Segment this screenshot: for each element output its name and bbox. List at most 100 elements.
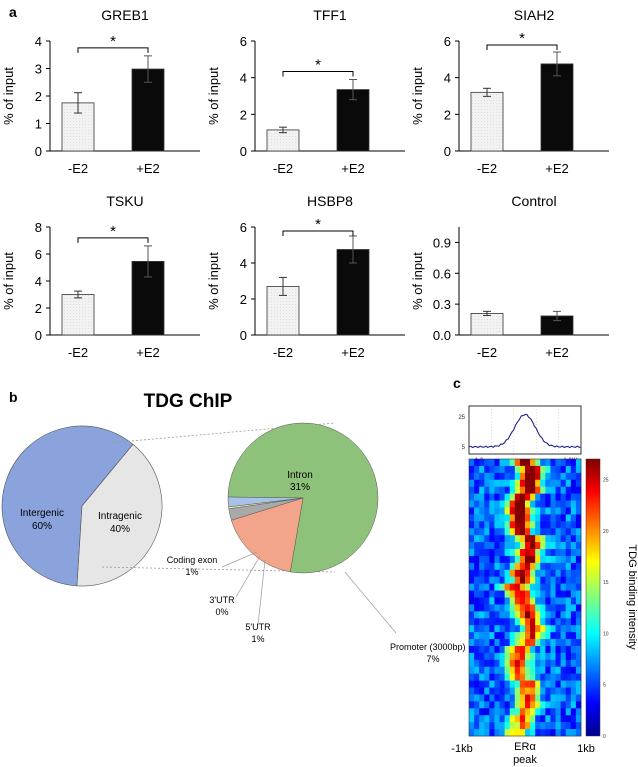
significance-star: *: [110, 223, 116, 240]
heatmap-cell: [545, 549, 551, 557]
heatmap-cell: [494, 528, 500, 536]
heatmap-cell: [555, 521, 561, 529]
heatmap-cell: [484, 569, 490, 578]
y-tick-label: 1: [35, 117, 42, 132]
heatmap-cell: [525, 493, 531, 501]
pie-label-3utr: 3'UTR: [209, 595, 235, 605]
heatmap-cell: [570, 687, 577, 695]
heatmap-cell: [514, 666, 521, 674]
heatmap-cell: [504, 465, 511, 474]
heatmap-cell: [550, 639, 556, 647]
heatmap-cell: [525, 590, 531, 598]
heatmap-cell: [514, 486, 521, 494]
heatmap-cell: [560, 459, 567, 467]
heatmap-cell: [555, 583, 561, 591]
heatmap-cell: [535, 507, 541, 515]
heatmap-cell: [479, 666, 485, 674]
heatmap-cell: [575, 659, 582, 668]
heatmap-cell: [530, 645, 536, 654]
heatmap-cell: [474, 625, 480, 633]
heatmap-cell: [499, 514, 505, 522]
heatmap-cell: [469, 500, 475, 508]
heatmap-cell: [469, 625, 475, 633]
heatmap-cell: [509, 472, 516, 481]
heatmap-cell: [519, 528, 526, 536]
y-tick-label: 6: [240, 34, 247, 49]
heatmap-cell: [494, 694, 500, 702]
heatmap-cell: [509, 493, 516, 501]
heatmap-panel: 255-1.01.0Kb2520151050TDG binding intens…: [451, 405, 638, 766]
heatmap-cell: [555, 500, 561, 508]
heatmap-cell: [469, 659, 475, 668]
heatmap-cell: [525, 659, 531, 668]
heatmap-cell: [575, 722, 582, 730]
heatmap-cell: [565, 521, 572, 529]
heatmap-cell: [499, 562, 505, 571]
heatmap-cell: [509, 597, 516, 605]
bar-chart-tsku: TSKU 0 2 4 6 8 % of input -E2 +E2 *: [1, 193, 200, 360]
heatmap-cell: [575, 645, 582, 654]
heatmap-cell: [545, 583, 551, 591]
heatmap-cell: [560, 576, 567, 584]
heatmap-cell: [560, 611, 567, 619]
y-tick-label: 0.0: [433, 328, 451, 343]
pie-slice-intragenic: [76, 443, 163, 587]
y-tick-label: 2: [240, 107, 247, 122]
heatmap-cell: [560, 535, 567, 543]
heatmap-cell: [494, 680, 500, 688]
heatmap-cell: [469, 542, 475, 550]
heatmap-cell: [550, 652, 556, 661]
heatmap-cell: [545, 590, 551, 598]
heatmap-cell: [479, 729, 485, 737]
heatmap-cell: [519, 632, 526, 640]
heatmap-cell: [525, 632, 531, 640]
heatmap-cell: [489, 500, 495, 508]
heatmap-cell: [499, 722, 505, 730]
y-tick-label: 6: [35, 247, 42, 262]
heatmap-cell: [494, 659, 500, 668]
heatmap-cell: [499, 521, 505, 529]
panel-label-a: a: [9, 4, 17, 20]
heatmap-cell: [550, 701, 556, 709]
heatmap-cell: [535, 535, 541, 543]
heatmap-cell: [525, 459, 531, 467]
heatmap-cell: [570, 507, 577, 515]
heatmap-cell: [570, 701, 577, 709]
heatmap-cell: [509, 604, 516, 612]
heatmap-cell: [535, 680, 541, 688]
heatmap-cell: [489, 549, 495, 557]
heatmap-cell: [530, 486, 536, 494]
pie-label-intergenic: Intergenic: [20, 508, 64, 519]
heatmap-cell: [469, 618, 475, 626]
heatmap-cell: [514, 507, 521, 515]
heatmap-cell: [484, 611, 490, 619]
bar-chart-greb1: GREB1 0 1 2 3 4 % of input -E2 +E2 *: [1, 7, 200, 176]
heatmap-x-label-center-2: peak: [513, 754, 537, 766]
heatmap-cell: [545, 597, 551, 605]
heatmap-cell: [565, 583, 572, 591]
heatmap-cell: [530, 569, 536, 578]
heatmap-cell: [484, 673, 490, 681]
heatmap-cell: [484, 465, 490, 474]
heatmap-cell: [494, 479, 500, 487]
heatmap-cell: [525, 680, 531, 688]
colorbar-gradient: [585, 458, 601, 737]
chart-title: GREB1: [101, 7, 149, 23]
heatmap-cell: [545, 625, 551, 633]
heatmap-cell: [489, 659, 495, 668]
heatmap-cell: [494, 673, 500, 681]
heatmap-cell: [570, 694, 577, 702]
heatmap-cell: [489, 569, 495, 578]
heatmap-cell: [504, 576, 511, 584]
heatmap-cell: [575, 666, 582, 674]
heatmap-cell: [479, 701, 485, 709]
heatmap-cell: [565, 562, 572, 571]
heatmap-cell: [489, 576, 495, 584]
heatmap-cell: [525, 652, 531, 661]
heatmap-cell: [504, 708, 511, 716]
y-axis-label: % of input: [1, 67, 16, 125]
heatmap-cell: [550, 472, 556, 481]
heatmap-cell: [484, 701, 490, 709]
colorbar-label: TDG binding intensity: [626, 544, 638, 650]
